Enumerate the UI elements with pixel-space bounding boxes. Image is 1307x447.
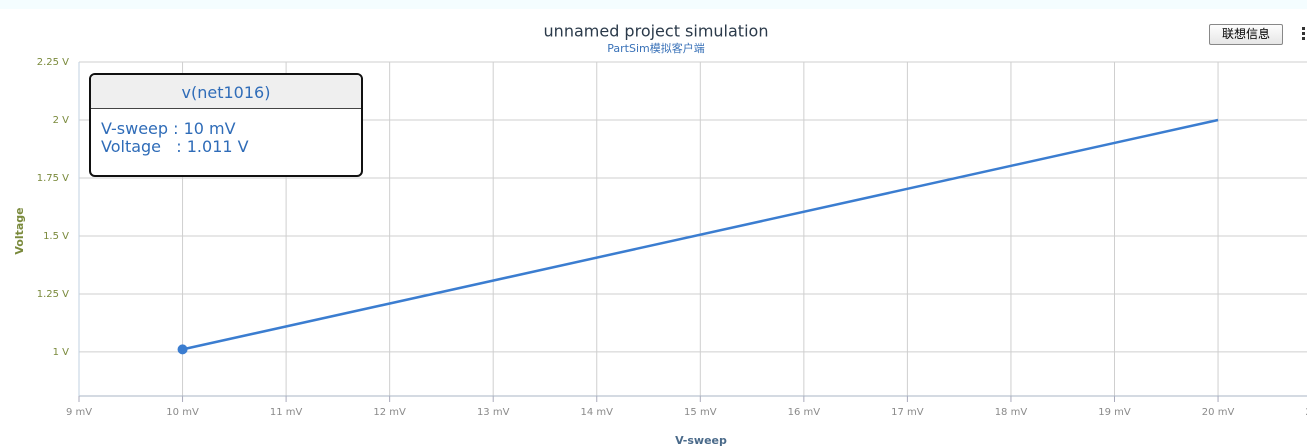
x-tick-label: 20 mV — [1202, 407, 1235, 418]
menu-icon[interactable] — [1302, 27, 1305, 41]
x-tick-label: 19 mV — [1098, 407, 1131, 418]
x-tick-label: 17 mV — [891, 407, 924, 418]
tooltip: v(net1016) V-sweep : 10 mV Voltage : 1.01… — [89, 73, 363, 177]
chart-subtitle: PartSim模拟客户端 — [607, 41, 704, 55]
x-axis-title: V-sweep — [675, 434, 727, 447]
tooltip-line: V-sweep : 10 mV — [101, 119, 236, 138]
tooltip-title: v(net1016) — [91, 75, 361, 109]
x-tick-label: 15 mV — [684, 407, 717, 418]
hover-marker — [177, 344, 188, 355]
x-tick-label: 9 mV — [66, 407, 92, 418]
y-tick-label: 1.25 V — [37, 289, 69, 300]
y-axis-title: Voltage — [13, 207, 26, 254]
y-tick-label: 2 V — [53, 115, 70, 126]
x-tick-label: 16 mV — [788, 407, 821, 418]
info-button[interactable]: 联想信息 — [1209, 24, 1283, 45]
y-tick-label: 1 V — [53, 347, 70, 358]
y-tick-label: 1.75 V — [37, 173, 69, 184]
y-tick-label: 2.25 V — [37, 57, 69, 68]
x-tick-label: 18 mV — [995, 407, 1028, 418]
series-line — [182, 118, 1219, 351]
x-tick-label: 11 mV — [270, 407, 303, 418]
x-tick-label: 13 mV — [477, 407, 510, 418]
x-tick-label: 14 mV — [581, 407, 614, 418]
x-tick-label: 12 mV — [373, 407, 406, 418]
top-band — [0, 0, 1307, 9]
x-tick-label: 21 mV — [1305, 407, 1307, 418]
y-tick-label: 1.5 V — [43, 231, 69, 242]
chart-title: unnamed project simulation — [544, 22, 769, 41]
tooltip-line: Voltage : 1.011 V — [101, 137, 249, 156]
x-tick-label: 10 mV — [166, 407, 199, 418]
